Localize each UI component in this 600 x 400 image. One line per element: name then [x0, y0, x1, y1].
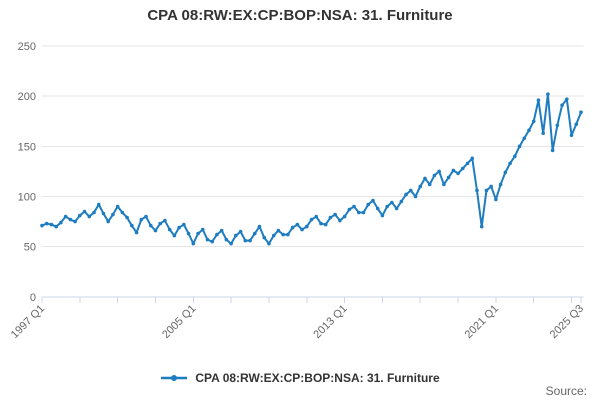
x-axis-labels: 1997 Q1 2005 Q1 2013 Q1 2021 Q1 2025 Q3	[9, 303, 586, 341]
svg-text:200: 200	[18, 91, 36, 103]
series-markers	[40, 92, 583, 246]
legend-item-furniture[interactable]: CPA 08:RW:EX:CP:BOP:NSA: 31. Furniture	[160, 371, 440, 385]
svg-text:2025 Q3: 2025 Q3	[548, 303, 586, 341]
svg-text:2005 Q1: 2005 Q1	[160, 303, 198, 341]
y-axis-labels: 0 50 100 150 200 250	[18, 41, 36, 304]
svg-text:2021 Q1: 2021 Q1	[463, 303, 501, 341]
svg-text:50: 50	[24, 242, 36, 254]
svg-text:150: 150	[18, 141, 36, 153]
legend: CPA 08:RW:EX:CP:BOP:NSA: 31. Furniture	[0, 371, 600, 385]
svg-text:2013 Q1: 2013 Q1	[311, 303, 349, 341]
x-axis	[41, 296, 584, 303]
legend-line-marker-icon	[161, 375, 188, 381]
svg-text:0: 0	[30, 292, 36, 304]
source-label: Source:	[545, 384, 587, 398]
legend-label: CPA 08:RW:EX:CP:BOP:NSA: 31. Furniture	[195, 371, 440, 385]
chart-title: CPA 08:RW:EX:CP:BOP:NSA: 31. Furniture	[147, 7, 453, 24]
svg-text:100: 100	[18, 191, 36, 203]
y-gridlines	[41, 45, 584, 248]
svg-text:1997 Q1: 1997 Q1	[9, 303, 47, 341]
svg-text:250: 250	[18, 41, 36, 53]
series-furniture[interactable]	[40, 92, 583, 246]
